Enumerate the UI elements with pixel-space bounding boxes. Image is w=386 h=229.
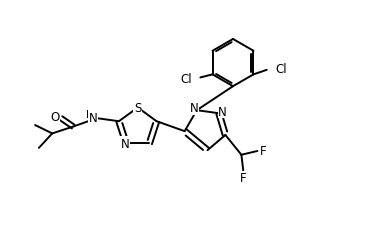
Text: N: N (218, 105, 227, 118)
Text: Cl: Cl (275, 63, 287, 75)
Text: H: H (86, 110, 94, 120)
Text: F: F (240, 171, 247, 184)
Text: N: N (190, 102, 198, 115)
Text: N: N (89, 112, 97, 124)
Text: O: O (50, 111, 59, 124)
Text: F: F (260, 145, 266, 158)
Text: S: S (134, 102, 141, 114)
Text: N: N (121, 137, 130, 150)
Text: Cl: Cl (180, 73, 192, 86)
